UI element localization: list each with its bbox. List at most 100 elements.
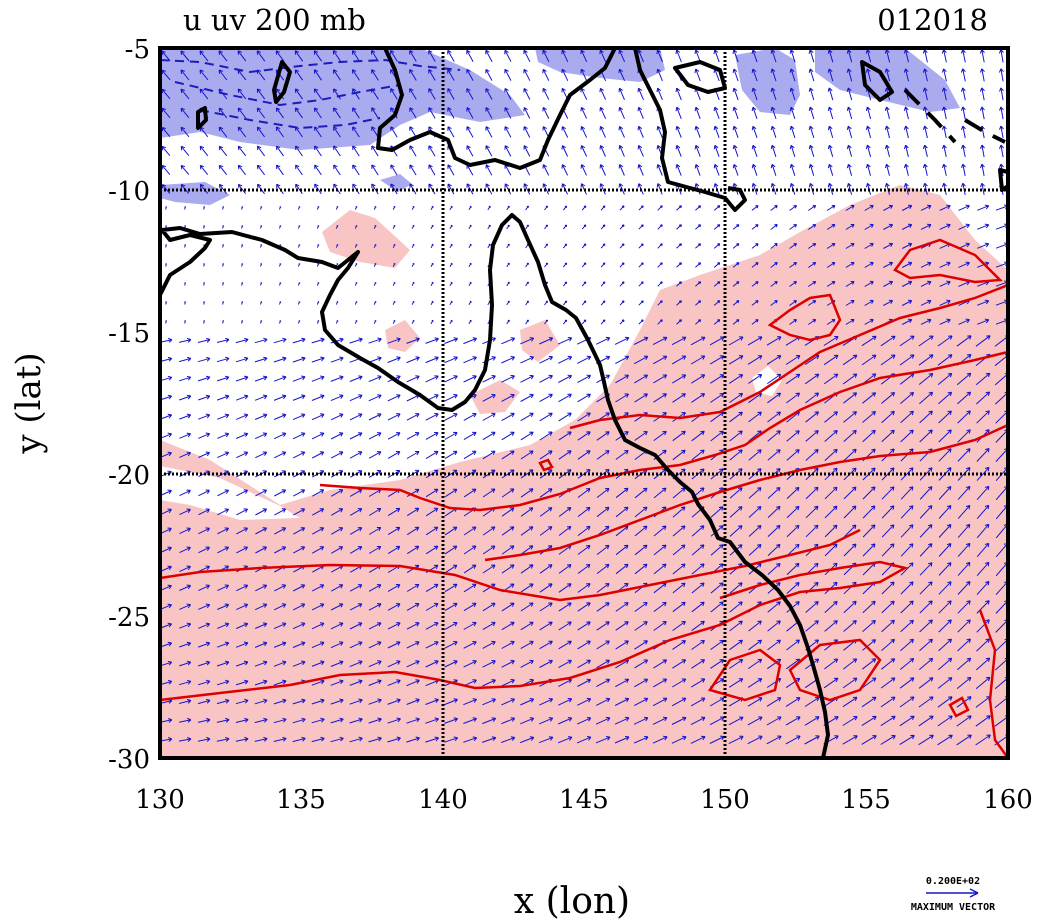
wind-vector <box>826 205 836 211</box>
wind-vector <box>862 619 876 632</box>
wind-vector <box>501 507 515 517</box>
wind-vector <box>676 224 682 230</box>
wind-vector <box>217 432 230 439</box>
wind-vector <box>675 106 682 119</box>
wind-vector <box>920 318 932 325</box>
wind-vector <box>316 282 320 286</box>
wind-vector <box>845 300 855 306</box>
wind-vector <box>236 584 249 592</box>
wind-vector <box>865 125 872 139</box>
wind-vector <box>463 736 478 743</box>
wind-vector <box>804 697 820 707</box>
wind-vector <box>751 205 759 211</box>
wind-vector <box>542 68 550 81</box>
wind-vector <box>314 145 322 157</box>
y-axis: -5 -10 -15 -20 -25 -30 y (lat) <box>9 35 150 775</box>
wind-vector <box>998 49 1004 63</box>
wind-vector <box>766 697 782 707</box>
wind-vector <box>236 413 249 420</box>
wind-vector <box>695 300 702 306</box>
wind-vector <box>845 224 855 230</box>
wind-vector <box>273 698 287 705</box>
wind-vector <box>292 660 306 667</box>
wind-vector <box>977 204 990 211</box>
wind-vector <box>653 601 667 613</box>
wind-vector <box>295 164 303 176</box>
wind-vector <box>842 716 858 726</box>
wind-vector <box>690 355 706 365</box>
wind-vector <box>197 337 211 343</box>
wind-vector <box>406 356 420 364</box>
wind-vector <box>600 300 606 306</box>
wind-vector <box>463 356 477 364</box>
wind-vector <box>729 659 744 669</box>
wind-vector <box>466 126 474 138</box>
wind-vector <box>468 281 472 287</box>
wind-vector <box>979 106 985 120</box>
wind-vector <box>751 262 759 268</box>
wind-vector <box>747 336 763 346</box>
wind-vector <box>599 125 606 138</box>
wind-vector <box>728 735 744 745</box>
wind-vector <box>371 183 379 195</box>
wind-vector <box>254 641 268 648</box>
wind-vector <box>957 600 971 614</box>
wind-vector <box>539 621 553 631</box>
wind-vector <box>165 244 168 248</box>
wind-vector <box>561 68 569 82</box>
wind-vector <box>387 622 401 630</box>
wind-vector <box>254 337 268 344</box>
wind-vector <box>539 507 553 517</box>
wind-vector <box>634 678 649 688</box>
wind-vector <box>581 262 587 268</box>
wind-vector <box>805 430 819 442</box>
wind-vector <box>314 126 322 138</box>
wind-vector <box>808 319 817 325</box>
wind-vector <box>961 163 966 176</box>
wind-vector <box>485 49 493 62</box>
wind-vector <box>922 87 928 101</box>
wind-vector <box>977 242 990 249</box>
wind-vector <box>808 224 817 230</box>
wind-vector <box>691 659 706 669</box>
wind-vector <box>976 504 990 520</box>
wind-vector <box>273 679 287 686</box>
wind-vector <box>430 319 434 325</box>
wind-vector <box>941 144 947 158</box>
wind-vector <box>463 621 477 630</box>
wind-vector <box>748 620 762 632</box>
wind-vector <box>463 583 477 593</box>
wind-vector <box>525 300 529 306</box>
wind-vector <box>411 319 415 324</box>
wind-vector <box>406 679 420 687</box>
wind-vector <box>577 583 591 593</box>
wind-contour-positive <box>788 638 882 702</box>
wind-vector <box>824 467 838 481</box>
wind-vector <box>273 622 287 630</box>
wind-vector <box>216 698 230 705</box>
wind-vector <box>728 678 744 688</box>
wind-vector <box>577 697 592 706</box>
wind-vector <box>937 335 953 347</box>
wind-vector <box>316 225 320 229</box>
wind-vector <box>937 696 953 708</box>
wind-vector <box>235 375 249 382</box>
wind-vector <box>558 526 572 536</box>
wind-vector <box>373 224 377 229</box>
wind-vector <box>165 263 168 267</box>
wind-vector <box>463 698 477 706</box>
wind-vector <box>710 430 724 442</box>
wind-vector <box>767 563 781 575</box>
wind-vector <box>254 698 268 705</box>
wind-vector <box>563 205 568 211</box>
wind-vector <box>976 485 990 501</box>
wind-vector <box>957 410 971 424</box>
vector-key: 0.200E+02 MAXIMUM VECTOR <box>911 876 996 913</box>
wind-vector <box>255 489 268 497</box>
wind-vector <box>563 243 568 249</box>
x-axis-label: x (lon) <box>514 881 630 920</box>
wind-vector <box>390 126 398 138</box>
wind-vector <box>352 164 360 176</box>
wind-vector <box>198 660 211 667</box>
x-tick-label: 150 <box>700 785 750 815</box>
